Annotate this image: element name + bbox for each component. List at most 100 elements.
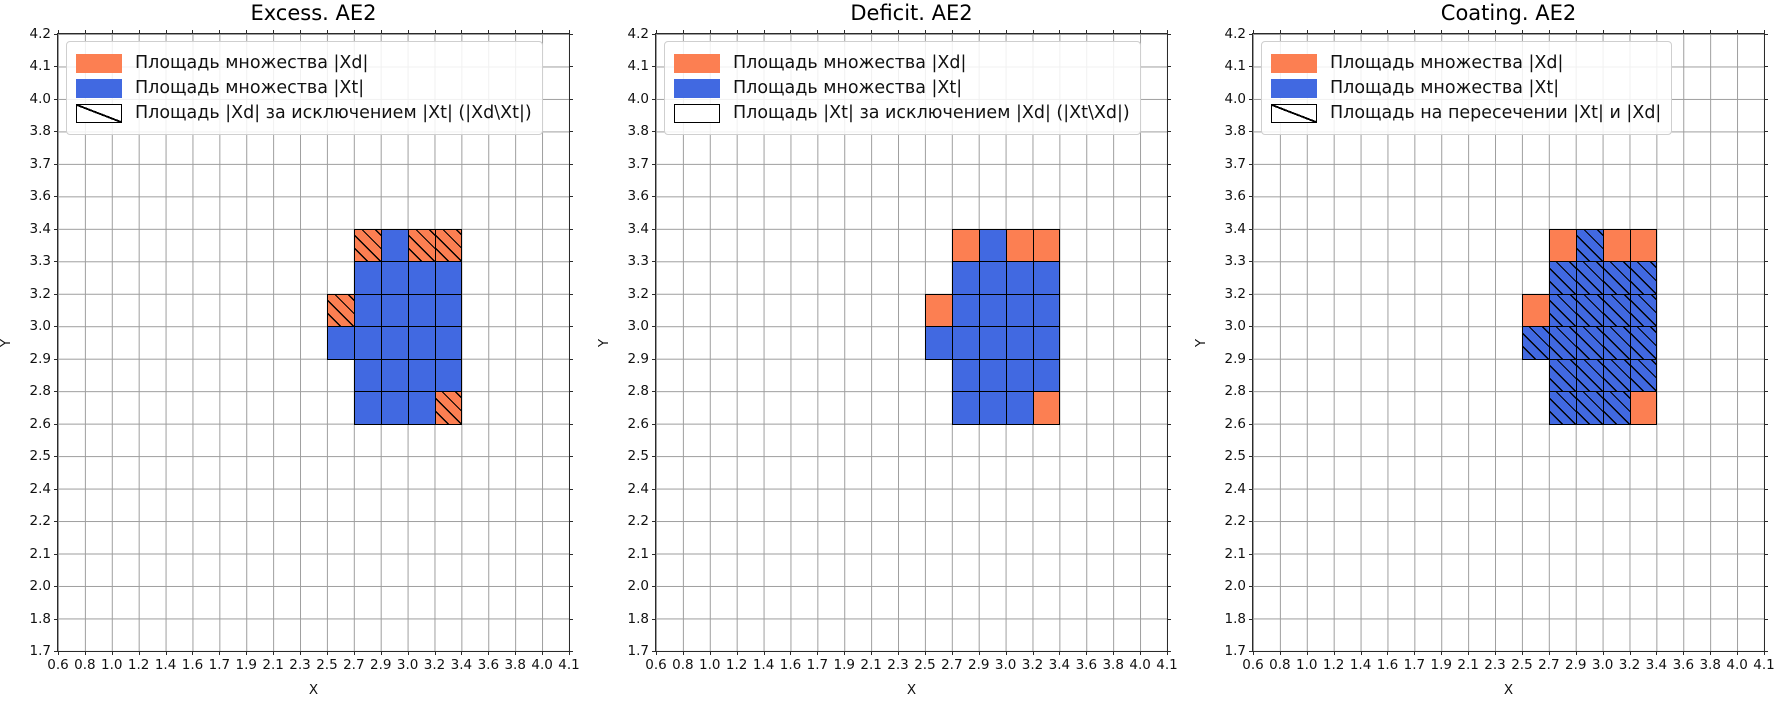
x-tick-mark [1167,30,1168,34]
y-tick-mark [1764,131,1768,133]
grid-cell-xt [353,293,382,328]
x-tick-mark [1306,651,1308,655]
x-tick-mark [709,651,711,655]
x-tick-mark [1140,651,1142,655]
y-tick-label: 3.8 [29,123,51,140]
y-tick-mark [569,521,573,523]
y-tick-mark [569,98,573,100]
x-tick-label: 2.7 [1538,657,1560,673]
legend-label: Площадь множества |Xd| [733,53,967,73]
x-tick-label: 2.5 [914,657,936,673]
x-tick-label: 0.8 [74,657,96,673]
x-tick-label: 2.7 [343,657,365,673]
y-tick-label: 2.2 [29,513,51,530]
grid-cell-xt [353,261,382,295]
legend-entry: Площадь на пересечении |Xt| и |Xd| [1271,103,1661,123]
legend-swatch-xt [674,78,720,98]
x-tick-label: 3.6 [477,657,500,673]
x-tick-mark [1737,30,1739,34]
y-tick-mark [1167,326,1171,328]
x-tick-mark [1360,651,1362,655]
y-tick-mark [1167,521,1171,523]
grid-cell-xt [407,293,436,328]
y-tick-label: 2.9 [1224,350,1246,367]
x-tick-mark [1575,651,1577,655]
x-tick-mark [1360,30,1362,34]
y-tick-mark [1249,423,1253,425]
grid-cell-xt [434,293,463,328]
legend: Площадь множества |Xd| Площадь множества… [66,41,543,135]
grid-cell-xt [407,358,436,393]
y-tick-mark [1764,618,1768,620]
y-tick-mark [569,34,573,35]
y-tick-label: 3.7 [627,155,649,172]
y-tick-mark [1167,131,1171,133]
x-tick-mark [817,30,819,34]
x-tick-label: 1.9 [1430,657,1452,673]
grid-cell-xt [1602,293,1631,328]
x-tick-mark [542,30,544,34]
grid-cell-xt [978,326,1007,360]
y-tick-mark [1764,586,1768,588]
x-tick-mark [1629,30,1631,34]
subplot-excess: Excess. AE2 Площадь множества |Xd| Площа… [0,0,597,709]
x-tick-label: 1.2 [725,657,748,673]
y-tick-label: 2.5 [627,448,649,465]
y-tick-label: 2.8 [627,383,649,400]
y-tick-label: 2.8 [1224,383,1246,400]
x-tick-mark [515,30,517,34]
y-tick-mark [1167,163,1171,165]
x-tick-label: 3.4 [1645,657,1668,673]
x-tick-mark [1253,651,1254,655]
x-tick-label: 0.8 [1269,657,1291,673]
grid-cell-xd [1629,228,1658,263]
x-tick-mark [1253,30,1254,34]
y-tick-mark [1764,196,1768,198]
y-tick-mark [1249,326,1253,328]
x-tick-label: 4.0 [531,657,553,673]
y-tick-label: 3.0 [1224,318,1246,335]
x-tick-label: 3.8 [1699,657,1721,673]
y-tick-mark [1167,98,1171,100]
x-tick-mark [1279,651,1281,655]
y-tick-label: 4.2 [1224,26,1246,42]
y-tick-mark [569,196,573,198]
x-tick-mark [1306,30,1308,34]
x-tick-mark [111,30,113,34]
y-tick-label: 2.1 [1224,545,1246,562]
y-tick-label: 3.0 [627,318,649,335]
grid-cell-xt [1575,293,1604,328]
y-tick-label: 4.2 [627,26,649,42]
y-tick-mark [569,131,573,133]
y-tick-mark [1764,456,1768,458]
x-tick-mark [1683,30,1685,34]
grid-cell-xt [1548,391,1577,425]
grid-cell-xd [1005,228,1034,263]
y-tick-label: 2.0 [1224,578,1246,595]
y-tick-mark [54,326,58,328]
legend-entry: Площадь множества |Xt| [76,78,532,98]
x-tick-mark [1656,651,1658,655]
grid-cell-xt [978,261,1007,295]
x-tick-mark [542,651,544,655]
grid-cell-xt [353,326,382,360]
x-tick-mark [844,651,846,655]
grid-cell-xd [1548,228,1577,263]
y-tick-mark [1764,293,1768,295]
y-tick-label: 3.0 [29,318,51,335]
grid-cell-xt [1602,326,1631,360]
y-tick-mark [1764,423,1768,425]
y-tick-mark [569,293,573,295]
y-tick-mark [1249,391,1253,393]
x-tick-label: 1.6 [1376,657,1399,673]
y-tick-mark [569,456,573,458]
y-tick-mark [54,488,58,490]
x-tick-label: 1.4 [1349,657,1372,673]
grid-cell-xt [1575,326,1604,360]
y-tick-label: 4.0 [29,90,51,107]
x-tick-label: 2.1 [860,657,882,673]
x-axis-label: X [906,682,917,698]
x-tick-mark [1032,30,1034,34]
y-tick-label: 2.1 [29,545,51,562]
grid-cell-xt [1548,358,1577,393]
